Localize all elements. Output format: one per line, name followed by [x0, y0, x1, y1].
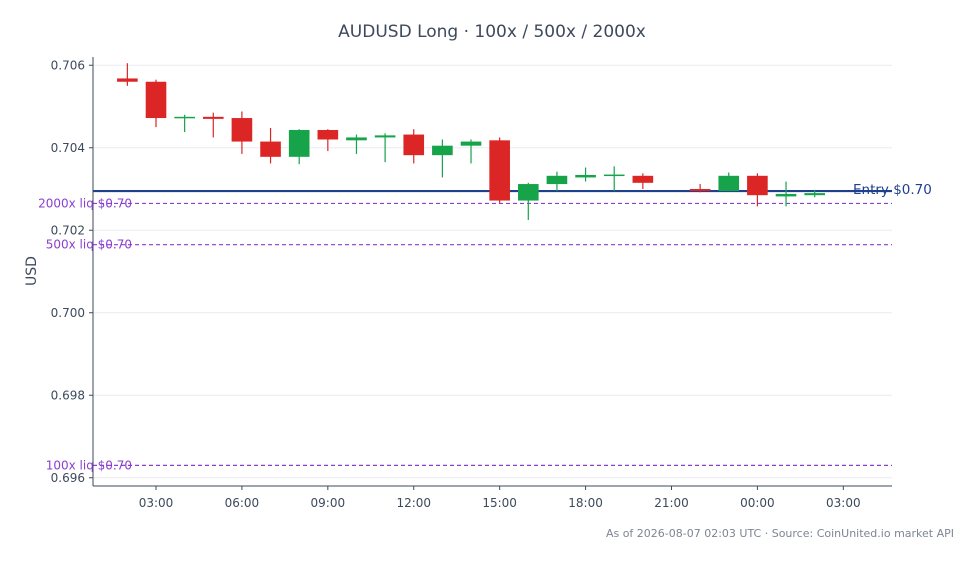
candle-body-up	[804, 193, 825, 196]
liquidation-label: 2000x liq $0.70	[38, 196, 132, 210]
candle-body-up	[517, 184, 539, 201]
y-tick-label: 0.696	[51, 471, 85, 485]
x-tick-label: 06:00	[225, 496, 260, 510]
x-tick-label: 15:00	[482, 496, 517, 510]
candle-body-up	[288, 130, 310, 157]
candle-body-down	[260, 141, 281, 157]
y-axis-label: USD	[24, 256, 40, 286]
liquidation-label: 500x liq $0.70	[46, 238, 132, 252]
x-tick-label: 21:00	[654, 496, 689, 510]
candle-body-down	[202, 116, 224, 119]
x-tick-label: 12:00	[396, 496, 431, 510]
candle-body-up	[460, 141, 482, 146]
x-tick-label: 03:00	[826, 496, 861, 510]
candle-body-down	[231, 118, 253, 142]
candle-body-down	[489, 140, 510, 201]
x-tick-label: 03:00	[139, 496, 174, 510]
candle-body-up	[718, 175, 740, 192]
candle-body-down	[747, 175, 768, 196]
candle-body-down	[403, 134, 425, 156]
axes: 0.696 0.698 0.700 0.702 0.704 0.706 03:00 06:00…	[51, 57, 892, 510]
y-tick-label: 0.702	[51, 223, 85, 237]
y-tick-label: 0.706	[51, 58, 85, 72]
x-tick-label: 09:00	[311, 496, 346, 510]
candle-body-down	[117, 78, 138, 82]
reference-labels: Entry $0.70 2000x liq $0.70 500x liq $0.70…	[38, 182, 932, 472]
candle-body-down	[145, 81, 167, 119]
candle-body-up	[374, 135, 396, 138]
candle-body-up	[775, 193, 797, 197]
candle-body-up	[346, 137, 367, 141]
candle-body-up	[432, 145, 453, 156]
chart-title: AUDUSD Long · 100x / 500x / 2000x	[338, 22, 646, 42]
candle-body-down	[689, 189, 711, 192]
candle-body-down	[632, 175, 654, 183]
candle-body-up	[546, 175, 568, 185]
x-tick-label: 00:00	[740, 496, 775, 510]
candle-body-up	[575, 174, 596, 178]
candle-body-up	[603, 174, 625, 177]
liquidation-label: 100x liq $0.70	[46, 458, 132, 472]
x-tick-label: 18:00	[568, 496, 603, 510]
reference-lines	[93, 189, 892, 466]
candle-body-up	[174, 116, 195, 119]
entry-label: Entry $0.70	[853, 182, 932, 198]
y-tick-label: 0.704	[51, 141, 85, 155]
source-footer: As of 2026-08-07 02:03 UTC · Source: Coi…	[606, 527, 954, 540]
candle-body-down	[317, 130, 339, 140]
y-tick-label: 0.698	[51, 388, 85, 402]
y-tick-label: 0.700	[51, 306, 85, 320]
candles	[117, 63, 825, 220]
